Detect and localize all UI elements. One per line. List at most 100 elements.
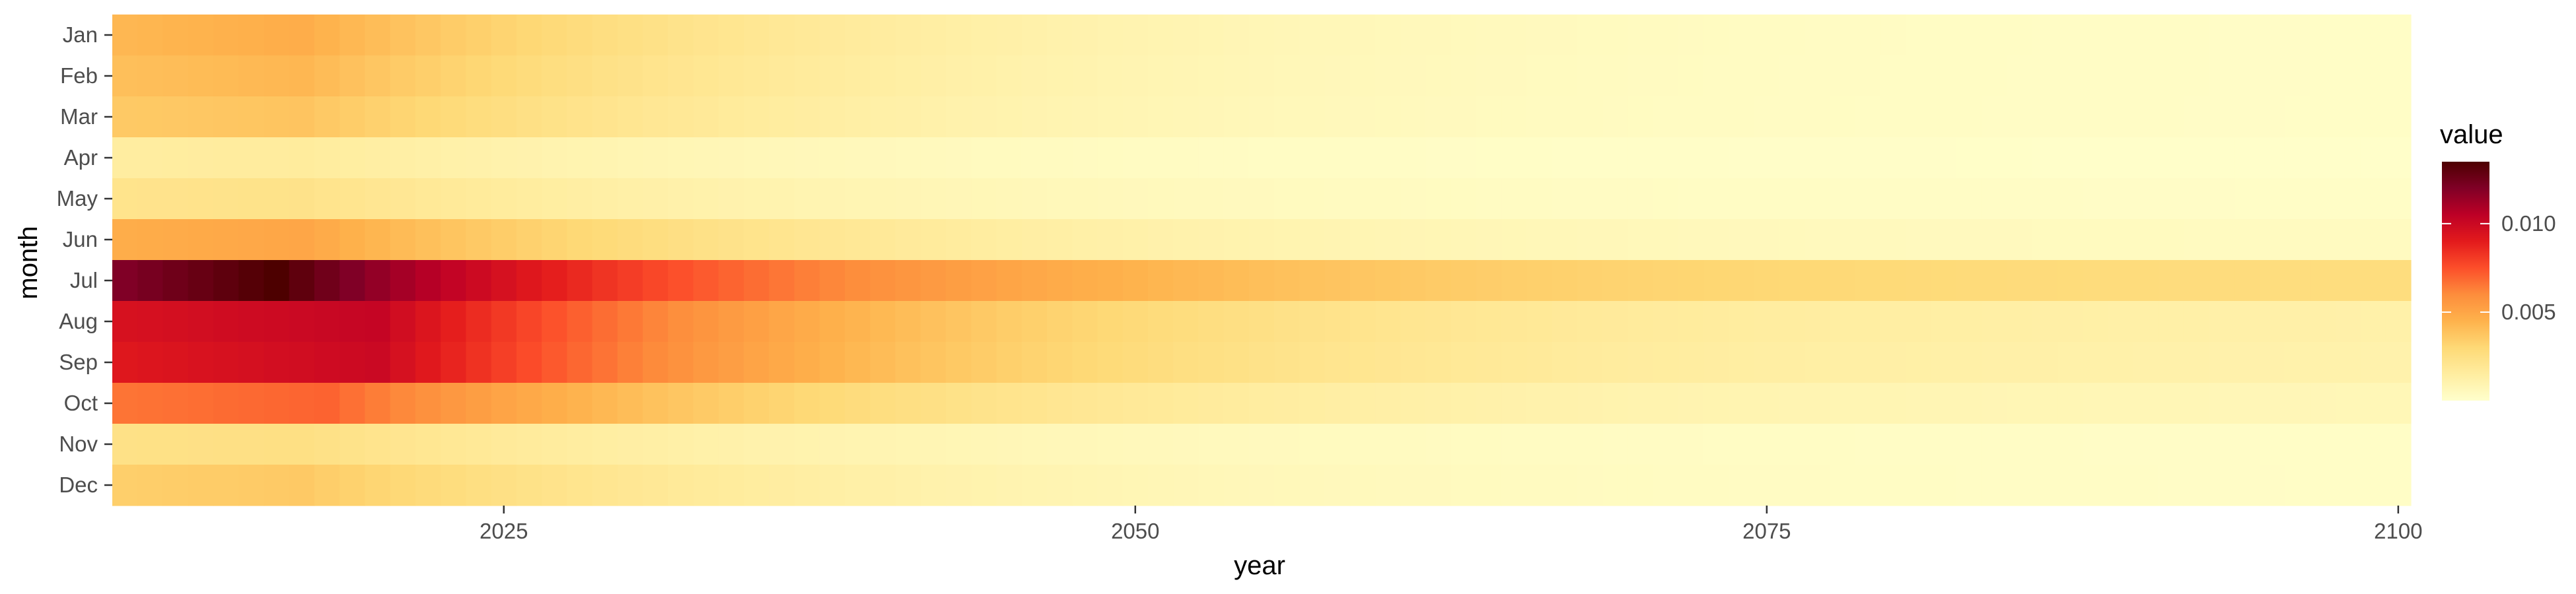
heatmap-cell xyxy=(1653,260,1679,302)
heatmap-cell xyxy=(289,55,315,97)
heatmap-cell xyxy=(314,465,340,506)
y-tick-label: Feb xyxy=(60,63,98,88)
heatmap-cell xyxy=(1324,301,1351,343)
heatmap-cell xyxy=(1729,260,1755,302)
heatmap-cell xyxy=(1931,96,1957,138)
heatmap-cell xyxy=(769,260,795,302)
heatmap-cell xyxy=(1173,301,1199,343)
heatmap-cell xyxy=(1779,383,1805,424)
heatmap-cell xyxy=(415,137,441,179)
heatmap-cell xyxy=(971,178,997,220)
heatmap-cell xyxy=(491,301,517,343)
heatmap-cell xyxy=(1476,383,1502,424)
heatmap-cell xyxy=(1830,15,1856,56)
heatmap-cell xyxy=(2183,424,2209,465)
heatmap-cell xyxy=(1324,342,1351,383)
heatmap-cell xyxy=(2385,301,2412,343)
heatmap-cell xyxy=(314,219,340,261)
heatmap-cell xyxy=(920,301,947,343)
heatmap-cell xyxy=(870,15,896,56)
heatmap-cell xyxy=(2007,342,2032,383)
heatmap-cell xyxy=(2310,424,2336,465)
heatmap-cell xyxy=(441,96,466,138)
heatmap-cell xyxy=(238,383,265,424)
heatmap-cell xyxy=(2385,219,2412,261)
heatmap-cell xyxy=(314,15,340,56)
heatmap-cell xyxy=(238,465,265,506)
heatmap-cell xyxy=(1931,301,1957,343)
heatmap-cell xyxy=(845,260,871,302)
heatmap-cell xyxy=(516,178,542,220)
heatmap-cell xyxy=(2310,15,2336,56)
heatmap-cell xyxy=(1274,219,1300,261)
heatmap-cell xyxy=(2133,15,2159,56)
heatmap-cell xyxy=(1375,383,1401,424)
heatmap-cell xyxy=(1754,96,1780,138)
heatmap-cell xyxy=(592,55,618,97)
heatmap-cell xyxy=(945,342,972,383)
heatmap-cell xyxy=(162,424,189,465)
heatmap-cell xyxy=(1526,383,1553,424)
heatmap-cell xyxy=(1754,178,1780,220)
heatmap-cell xyxy=(2259,55,2285,97)
heatmap-cell xyxy=(1653,178,1679,220)
heatmap-cell xyxy=(1299,465,1326,506)
heatmap-cell xyxy=(137,137,164,179)
heatmap-cell xyxy=(2108,137,2133,179)
heatmap-cell xyxy=(112,260,138,302)
heatmap-cell xyxy=(1349,465,1376,506)
heatmap-cell xyxy=(137,219,164,261)
heatmap-cell xyxy=(1324,178,1351,220)
heatmap-cell xyxy=(1349,55,1376,97)
heatmap-cell xyxy=(1223,219,1250,261)
heatmap-cell xyxy=(2183,465,2209,506)
heatmap-cell xyxy=(1855,424,1881,465)
heatmap-cell xyxy=(1299,301,1326,343)
heatmap-cell xyxy=(2284,465,2310,506)
heatmap-cell xyxy=(2082,178,2108,220)
heatmap-cell xyxy=(213,383,239,424)
heatmap-cell xyxy=(1173,15,1199,56)
heatmap-cell xyxy=(1476,137,1502,179)
heatmap-cell xyxy=(920,383,947,424)
heatmap-cell xyxy=(1501,15,1528,56)
heatmap-cell xyxy=(1324,15,1351,56)
heatmap-cell xyxy=(1729,96,1755,138)
heatmap-cell xyxy=(1400,137,1427,179)
heatmap-cell xyxy=(1122,301,1149,343)
heatmap-cell xyxy=(365,424,391,465)
heatmap-cell xyxy=(1097,342,1124,383)
heatmap-cell xyxy=(744,15,769,56)
heatmap-cell xyxy=(213,137,239,179)
heatmap-cell xyxy=(769,15,795,56)
heatmap-cell xyxy=(693,342,719,383)
heatmap-cell xyxy=(1021,465,1048,506)
heatmap-cell xyxy=(2082,15,2108,56)
heatmap-cell xyxy=(2158,219,2184,261)
heatmap-cell xyxy=(2385,137,2412,179)
heatmap-cell xyxy=(1653,55,1679,97)
heatmap-cell xyxy=(289,15,315,56)
heatmap-cell xyxy=(1349,178,1376,220)
legend-tick-label: 0.005 xyxy=(2501,300,2556,324)
heatmap-cell xyxy=(1855,342,1881,383)
heatmap-cell xyxy=(1880,424,1906,465)
heatmap-cell xyxy=(617,301,643,343)
y-tick-label: Jun xyxy=(63,227,98,251)
heatmap-cell xyxy=(870,260,896,302)
heatmap-cell xyxy=(1653,96,1679,138)
heatmap-cell xyxy=(1501,383,1528,424)
heatmap-cell xyxy=(1526,55,1553,97)
heatmap-cell xyxy=(1425,96,1452,138)
heatmap-cell xyxy=(2133,137,2159,179)
heatmap-cell xyxy=(1122,260,1149,302)
heatmap-cell xyxy=(340,424,366,465)
heatmap-cell xyxy=(314,178,340,220)
heatmap-cell xyxy=(264,342,290,383)
heatmap-cell xyxy=(617,383,643,424)
heatmap-cell xyxy=(2057,260,2083,302)
heatmap-cell xyxy=(542,342,567,383)
heatmap-cell xyxy=(920,465,947,506)
heatmap-cell xyxy=(945,383,972,424)
